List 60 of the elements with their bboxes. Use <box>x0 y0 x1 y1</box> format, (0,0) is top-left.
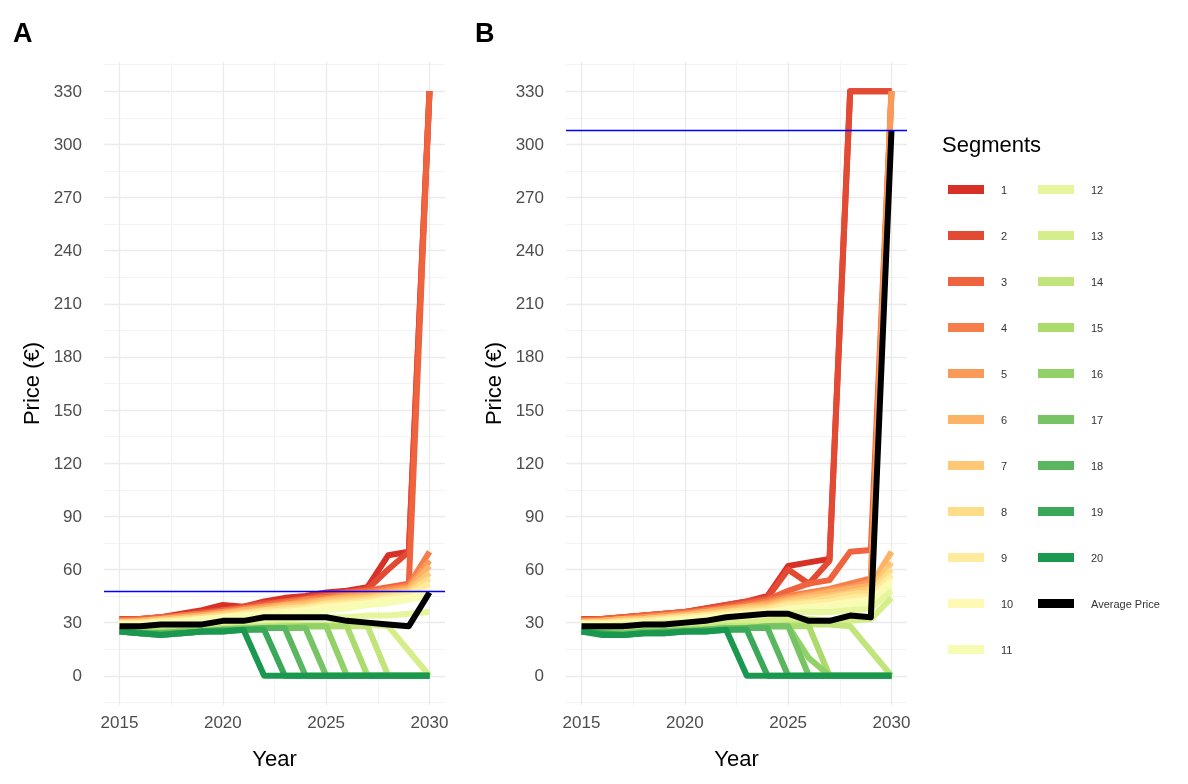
legend-label: 6 <box>1001 413 1008 426</box>
legend-label: 8 <box>1001 505 1008 518</box>
legend-label: 1 <box>1001 183 1008 196</box>
y-tick-label: 300 <box>53 134 82 154</box>
legend-label: 17 <box>1091 413 1104 426</box>
legend-label: 5 <box>1001 367 1008 380</box>
x-tick-label: 2015 <box>562 713 601 732</box>
legend-label: 12 <box>1091 183 1104 196</box>
x-axis-title: Year <box>252 745 297 771</box>
legend-label: 15 <box>1091 321 1104 334</box>
y-tick-label: 240 <box>53 241 82 261</box>
legend-label: 11 <box>1001 643 1013 656</box>
x-tick-label: 2020 <box>203 713 242 732</box>
y-tick-label: 300 <box>515 134 544 154</box>
chart-title: A <box>13 17 33 48</box>
y-tick-label: 150 <box>515 400 544 420</box>
y-axis-title: Price (€) <box>18 341 44 426</box>
y-tick-label: 150 <box>53 400 82 420</box>
y-tick-label: 330 <box>515 81 544 101</box>
legend-label: 9 <box>1001 551 1008 564</box>
y-tick-label: 90 <box>63 506 82 526</box>
y-axis-title: Price (€) <box>480 341 506 426</box>
y-tick-label: 0 <box>72 666 82 686</box>
x-tick-label: 2025 <box>769 713 808 732</box>
legend-label: Average Price <box>1091 597 1160 610</box>
x-tick-label: 2015 <box>100 713 139 732</box>
legend-label: 4 <box>1001 321 1008 334</box>
y-tick-label: 120 <box>515 453 544 473</box>
chart-title: B <box>475 17 495 48</box>
x-axis-title: Year <box>714 745 759 771</box>
y-tick-label: 180 <box>515 347 544 367</box>
legend-label: 16 <box>1091 367 1104 380</box>
y-tick-label: 0 <box>534 666 544 686</box>
legend-label: 10 <box>1001 597 1014 610</box>
legend-label: 7 <box>1001 459 1008 472</box>
legend-label: 14 <box>1091 275 1104 288</box>
x-tick-label: 2030 <box>872 713 911 732</box>
y-tick-label: 180 <box>53 347 82 367</box>
y-tick-label: 270 <box>53 188 82 208</box>
y-tick-label: 30 <box>63 613 82 633</box>
x-tick-label: 2025 <box>307 713 346 732</box>
legend-label: 20 <box>1091 551 1104 564</box>
legend-label: 2 <box>1001 229 1008 242</box>
y-tick-label: 30 <box>525 613 544 633</box>
y-tick-label: 330 <box>53 81 82 101</box>
y-tick-label: 270 <box>515 188 544 208</box>
y-tick-label: 90 <box>525 506 544 526</box>
legend-label: 18 <box>1091 459 1104 472</box>
legend-label: 19 <box>1091 505 1104 518</box>
y-tick-label: 60 <box>525 559 544 579</box>
y-tick-label: 240 <box>515 241 544 261</box>
legend-title: Segments <box>942 131 1042 157</box>
y-tick-label: 210 <box>515 294 544 314</box>
x-tick-label: 2030 <box>410 713 449 732</box>
y-tick-label: 120 <box>53 453 82 473</box>
x-tick-label: 2020 <box>665 713 704 732</box>
legend-label: 13 <box>1091 229 1104 242</box>
legend-label: 3 <box>1001 275 1008 288</box>
y-tick-label: 60 <box>63 559 82 579</box>
y-tick-label: 210 <box>53 294 82 314</box>
